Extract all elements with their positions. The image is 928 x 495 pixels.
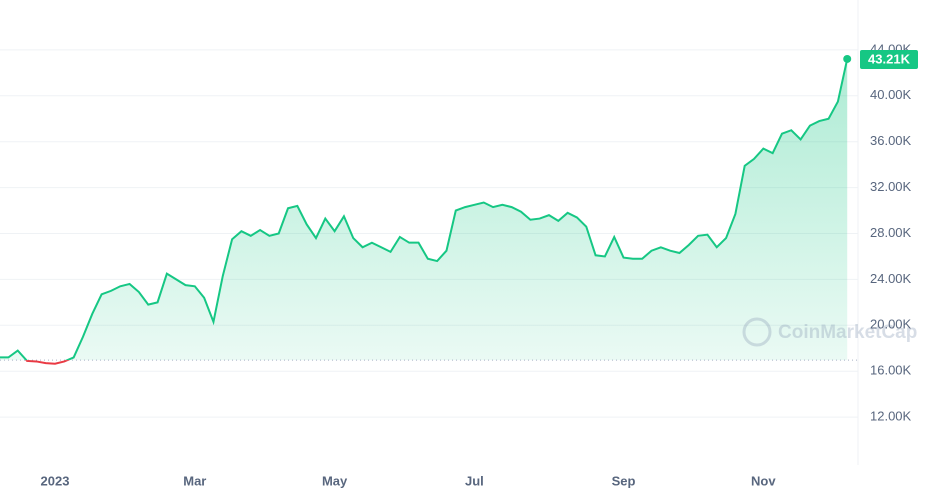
watermark: CoinMarketCap	[742, 317, 917, 347]
x-tick-label: Jul	[465, 473, 484, 488]
y-tick-label: 20.00K	[870, 317, 912, 332]
area	[0, 58, 848, 361]
y-tick-label: 16.00K	[870, 363, 912, 378]
x-tick-label: May	[322, 473, 348, 488]
watermark-logo	[742, 317, 772, 347]
price-label: 43.21K	[868, 51, 911, 66]
last-price-dot	[843, 54, 852, 63]
y-tick-label: 40.00K	[870, 87, 912, 102]
price-line	[0, 58, 849, 361]
y-tick-label: 24.00K	[870, 271, 912, 286]
x-tick-label: Sep	[612, 473, 636, 488]
marks	[0, 54, 858, 365]
x-tick-label: 2023	[41, 473, 70, 488]
watermark-text: CoinMarketCap	[778, 322, 917, 343]
y-tick-label: 28.00K	[870, 225, 912, 240]
x-tick-label: Nov	[751, 473, 776, 488]
price-badge	[860, 49, 918, 69]
x-tick-label: Mar	[183, 473, 206, 488]
labels: 12.00K 16.00K 20.00K 24.00K 28.00K 32.00K 36.0…	[41, 41, 918, 488]
y-tick-label: 12.00K	[870, 409, 912, 424]
y-tick-label: 36.00K	[870, 133, 912, 148]
y-tick-label: 32.00K	[870, 179, 912, 194]
